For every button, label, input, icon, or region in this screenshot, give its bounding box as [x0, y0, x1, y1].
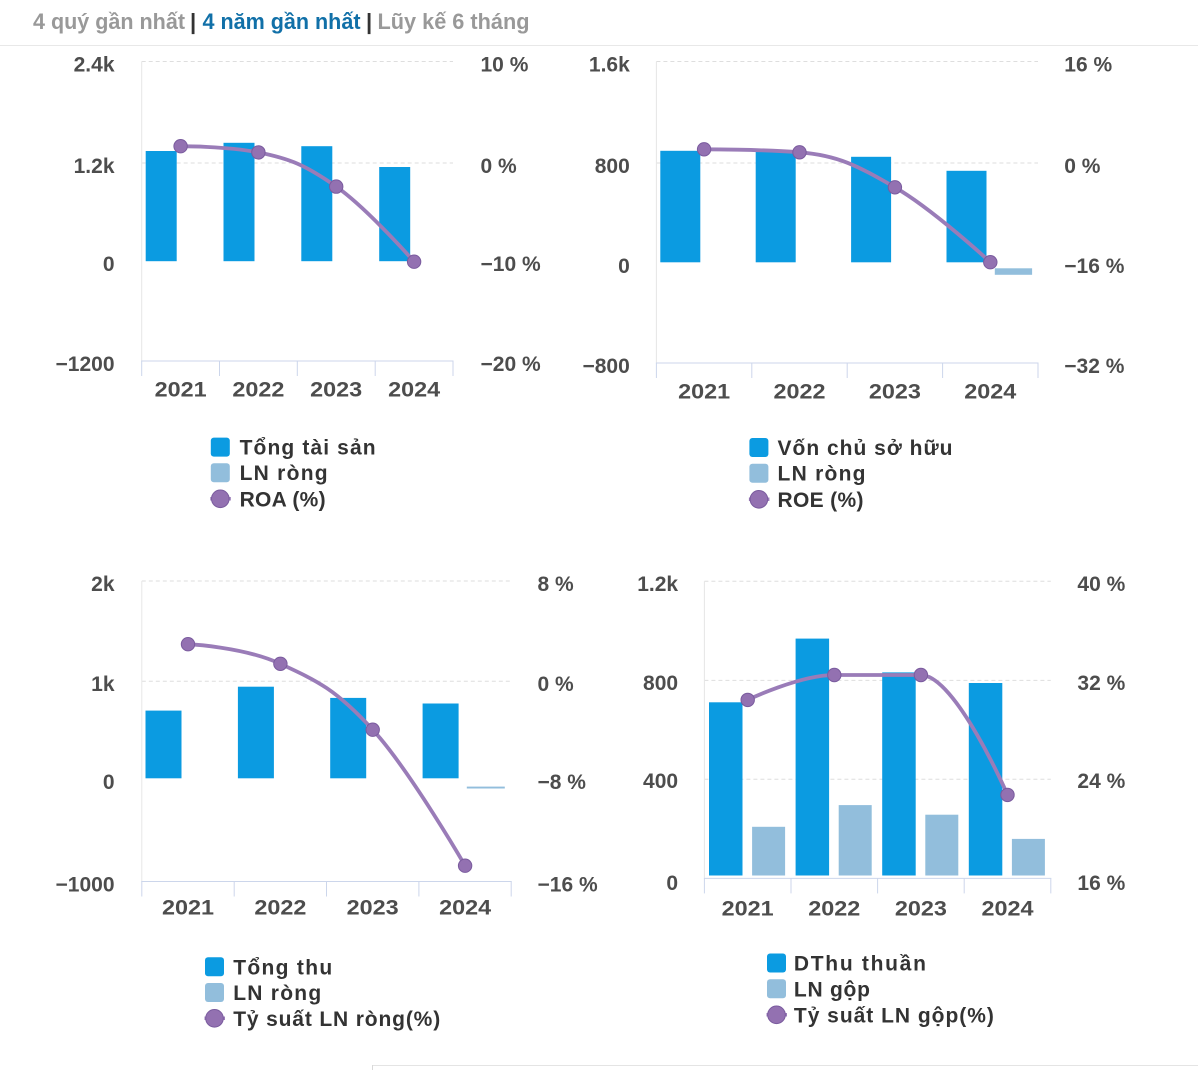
svg-text:2.4k: 2.4k — [74, 54, 115, 77]
svg-text:2024: 2024 — [964, 381, 1016, 404]
svg-text:2024: 2024 — [982, 898, 1034, 921]
svg-text:32 %: 32 % — [1077, 672, 1125, 695]
svg-text:2023: 2023 — [310, 379, 362, 402]
svg-text:2021: 2021 — [722, 898, 774, 921]
svg-text:2024: 2024 — [388, 379, 440, 402]
svg-text:−16 %: −16 % — [538, 874, 598, 897]
svg-text:0: 0 — [618, 255, 630, 278]
svg-text:2021: 2021 — [155, 379, 207, 402]
svg-text:2022: 2022 — [774, 381, 826, 404]
svg-text:16 %: 16 % — [1077, 872, 1125, 895]
svg-text:1.2k: 1.2k — [637, 573, 678, 596]
svg-text:40 %: 40 % — [1077, 573, 1125, 596]
svg-text:0 %: 0 % — [538, 673, 575, 696]
svg-text:0 %: 0 % — [481, 155, 518, 178]
svg-text:4 quý gần nhất: 4 quý gần nhất — [33, 9, 186, 34]
svg-text:LN ròng: LN ròng — [240, 462, 328, 485]
svg-text:−800: −800 — [582, 355, 629, 378]
svg-text:0: 0 — [103, 253, 115, 276]
svg-text:800: 800 — [643, 672, 678, 695]
svg-text:2023: 2023 — [869, 381, 921, 404]
svg-text:−8 %: −8 % — [538, 771, 587, 794]
svg-text:ROE (%): ROE (%) — [778, 489, 864, 512]
svg-text:800: 800 — [595, 155, 630, 178]
svg-text:2023: 2023 — [895, 898, 947, 921]
svg-text:2022: 2022 — [232, 379, 284, 402]
svg-text:2021: 2021 — [678, 381, 730, 404]
svg-text:LN ròng: LN ròng — [233, 982, 321, 1005]
svg-text:Tỷ suất LN ròng(%): Tỷ suất LN ròng(%) — [233, 1008, 440, 1031]
svg-text:Tổng tài sản: Tổng tài sản — [240, 437, 376, 460]
svg-text:−1000: −1000 — [56, 874, 115, 897]
svg-text:ROA (%): ROA (%) — [240, 488, 326, 511]
svg-text:Lũy kế 6 tháng: Lũy kế 6 tháng — [378, 9, 530, 34]
svg-text:2k: 2k — [91, 573, 115, 596]
svg-text:1.2k: 1.2k — [74, 155, 115, 178]
svg-text:LN gộp: LN gộp — [794, 978, 870, 1001]
svg-text:−1200: −1200 — [56, 353, 115, 376]
svg-text:1k: 1k — [91, 673, 115, 696]
svg-text:Tỷ suất LN gộp(%): Tỷ suất LN gộp(%) — [794, 1004, 994, 1027]
svg-text:2022: 2022 — [254, 897, 306, 920]
svg-text:0 %: 0 % — [1064, 155, 1101, 178]
svg-text:Tổng thu: Tổng thu — [233, 956, 332, 979]
svg-text:−20 %: −20 % — [481, 353, 541, 376]
svg-text:|: | — [190, 9, 196, 34]
svg-text:10 %: 10 % — [481, 54, 529, 77]
svg-text:DThu thuần: DThu thuần — [794, 953, 926, 976]
svg-text:8 %: 8 % — [538, 573, 575, 596]
svg-text:0: 0 — [103, 771, 115, 794]
svg-text:2024: 2024 — [439, 897, 491, 920]
svg-text:−32 %: −32 % — [1064, 355, 1124, 378]
svg-text:24 %: 24 % — [1077, 770, 1125, 793]
svg-text:−16 %: −16 % — [1064, 255, 1124, 278]
svg-text:4 năm gần nhất: 4 năm gần nhất — [203, 9, 362, 34]
svg-text:2022: 2022 — [808, 898, 860, 921]
svg-text:16 %: 16 % — [1064, 54, 1112, 77]
svg-text:Vốn chủ sở hữu: Vốn chủ sở hữu — [778, 437, 953, 460]
svg-text:−10 %: −10 % — [481, 253, 541, 276]
svg-text:LN ròng: LN ròng — [778, 463, 866, 486]
svg-text:|: | — [366, 9, 372, 34]
svg-text:0: 0 — [666, 872, 678, 895]
svg-text:1.6k: 1.6k — [589, 54, 630, 77]
svg-text:2021: 2021 — [162, 897, 214, 920]
svg-text:400: 400 — [643, 770, 678, 793]
svg-text:2023: 2023 — [347, 897, 399, 920]
